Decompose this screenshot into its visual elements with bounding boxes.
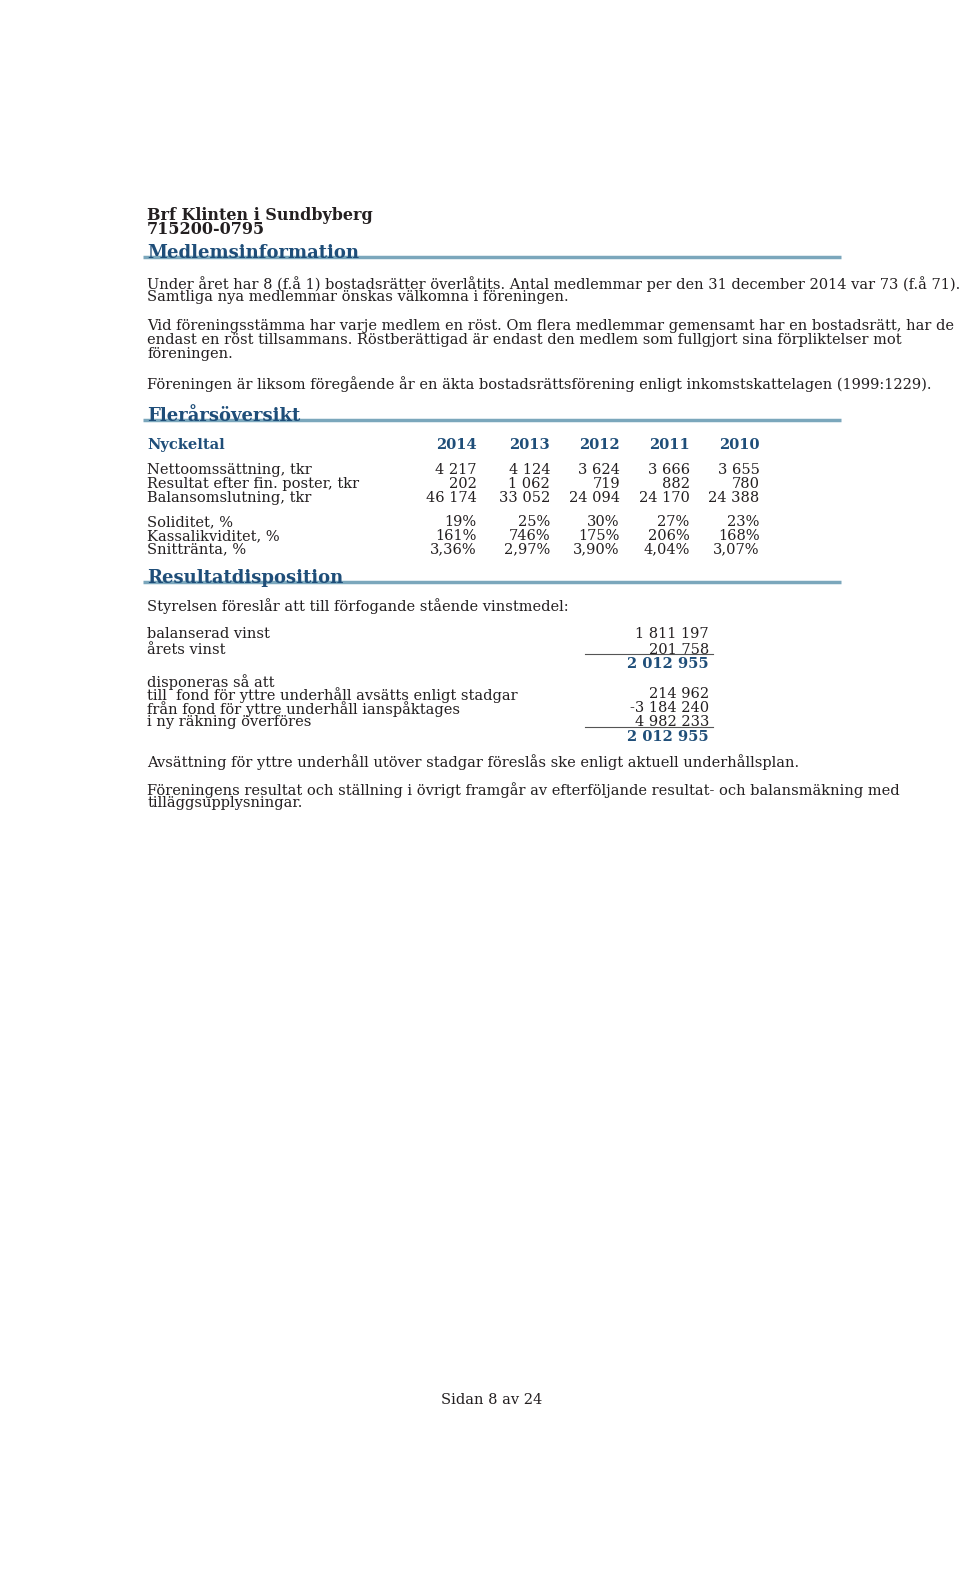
Text: 780: 780 (732, 477, 759, 491)
Text: 746%: 746% (509, 529, 550, 543)
Text: 2010: 2010 (719, 439, 759, 451)
Text: Brf Klinten i Sundbyberg: Brf Klinten i Sundbyberg (147, 208, 372, 223)
Text: 1 811 197: 1 811 197 (636, 627, 709, 642)
Text: 715200-0795: 715200-0795 (147, 220, 265, 238)
Text: 4,04%: 4,04% (643, 543, 689, 556)
Text: 2013: 2013 (510, 439, 550, 451)
Text: Avsättning för yttre underhåll utöver stadgar föreslås ske enligt aktuell underh: Avsättning för yttre underhåll utöver st… (147, 754, 800, 770)
Text: 206%: 206% (648, 529, 689, 543)
Text: Balansomslutning, tkr: Balansomslutning, tkr (147, 491, 311, 505)
Text: 4 124: 4 124 (509, 464, 550, 477)
Text: 24 094: 24 094 (569, 491, 620, 505)
Text: 24 388: 24 388 (708, 491, 759, 505)
Text: 2012: 2012 (579, 439, 620, 451)
Text: 2 012 955: 2 012 955 (628, 730, 709, 744)
Text: 19%: 19% (444, 515, 476, 529)
Text: 2 012 955: 2 012 955 (628, 657, 709, 672)
Text: Sidan 8 av 24: Sidan 8 av 24 (442, 1392, 542, 1407)
Text: Föreningens resultat och ställning i övrigt framgår av efterföljande resultat- o: Föreningens resultat och ställning i övr… (147, 782, 900, 798)
Text: 214 962: 214 962 (649, 687, 709, 702)
Text: balanserad vinst: balanserad vinst (147, 627, 270, 642)
Text: 3 666: 3 666 (647, 464, 689, 477)
Text: Samtliga nya medlemmar önskas välkomna i föreningen.: Samtliga nya medlemmar önskas välkomna i… (147, 290, 568, 304)
Text: 2011: 2011 (649, 439, 689, 451)
Text: 1 062: 1 062 (509, 477, 550, 491)
Text: 3,07%: 3,07% (713, 543, 759, 556)
Text: 168%: 168% (718, 529, 759, 543)
Text: 2014: 2014 (436, 439, 476, 451)
Text: 719: 719 (592, 477, 620, 491)
Text: 46 174: 46 174 (425, 491, 476, 505)
Text: 4 982 233: 4 982 233 (635, 716, 709, 729)
Text: 23%: 23% (727, 515, 759, 529)
Text: Soliditet, %: Soliditet, % (147, 515, 233, 529)
Text: Styrelsen föreslår att till förfogande stående vinstmedel:: Styrelsen föreslår att till förfogande s… (147, 599, 568, 615)
Text: 3 624: 3 624 (578, 464, 620, 477)
Text: Nyckeltal: Nyckeltal (147, 439, 225, 451)
Text: 3 655: 3 655 (717, 464, 759, 477)
Text: 24 170: 24 170 (638, 491, 689, 505)
Text: Medlemsinformation: Medlemsinformation (147, 244, 359, 261)
Text: Föreningen är liksom föregående år en äkta bostadsrättsförening enligt inkomstsk: Föreningen är liksom föregående år en äk… (147, 377, 931, 393)
Text: 3,90%: 3,90% (573, 543, 620, 556)
Text: endast en röst tillsammans. Röstberättigad är endast den medlem som fullgjort si: endast en röst tillsammans. Röstberättig… (147, 333, 901, 347)
Text: 4 217: 4 217 (435, 464, 476, 477)
Text: Nettoomssättning, tkr: Nettoomssättning, tkr (147, 464, 312, 477)
Text: till  fond för yttre underhåll avsätts enligt stadgar: till fond för yttre underhåll avsätts en… (147, 687, 517, 703)
Text: Vid föreningsstämma har varje medlem en röst. Om flera medlemmar gemensamt har e: Vid föreningsstämma har varje medlem en … (147, 320, 954, 334)
Text: årets vinst: årets vinst (147, 643, 226, 657)
Text: tilläggsupplysningar.: tilläggsupplysningar. (147, 797, 302, 809)
Text: Kassalikviditet, %: Kassalikviditet, % (147, 529, 279, 543)
Text: 25%: 25% (517, 515, 550, 529)
Text: 33 052: 33 052 (499, 491, 550, 505)
Text: disponeras så att: disponeras så att (147, 673, 275, 689)
Text: 202: 202 (448, 477, 476, 491)
Text: Resultatdisposition: Resultatdisposition (147, 569, 344, 588)
Text: Flerårsöversikt: Flerårsöversikt (147, 407, 300, 425)
Text: 882: 882 (661, 477, 689, 491)
Text: 2,97%: 2,97% (504, 543, 550, 556)
Text: i ny räkning överföres: i ny räkning överföres (147, 716, 311, 729)
Text: Under året har 8 (f.å 1) bostadsrätter överlåtits. Antal medlemmar per den 31 de: Under året har 8 (f.å 1) bostadsrätter ö… (147, 276, 960, 291)
Text: från fond för yttre underhåll ianspåktages: från fond för yttre underhåll ianspåktag… (147, 702, 460, 718)
Text: 175%: 175% (579, 529, 620, 543)
Text: -3 184 240: -3 184 240 (630, 702, 709, 716)
Text: Snittränta, %: Snittränta, % (147, 543, 247, 556)
Text: 30%: 30% (588, 515, 620, 529)
Text: 27%: 27% (658, 515, 689, 529)
Text: 161%: 161% (435, 529, 476, 543)
Text: 3,36%: 3,36% (430, 543, 476, 556)
Text: föreningen.: föreningen. (147, 347, 233, 361)
Text: 201 758: 201 758 (649, 643, 709, 657)
Text: Resultat efter fin. poster, tkr: Resultat efter fin. poster, tkr (147, 477, 359, 491)
